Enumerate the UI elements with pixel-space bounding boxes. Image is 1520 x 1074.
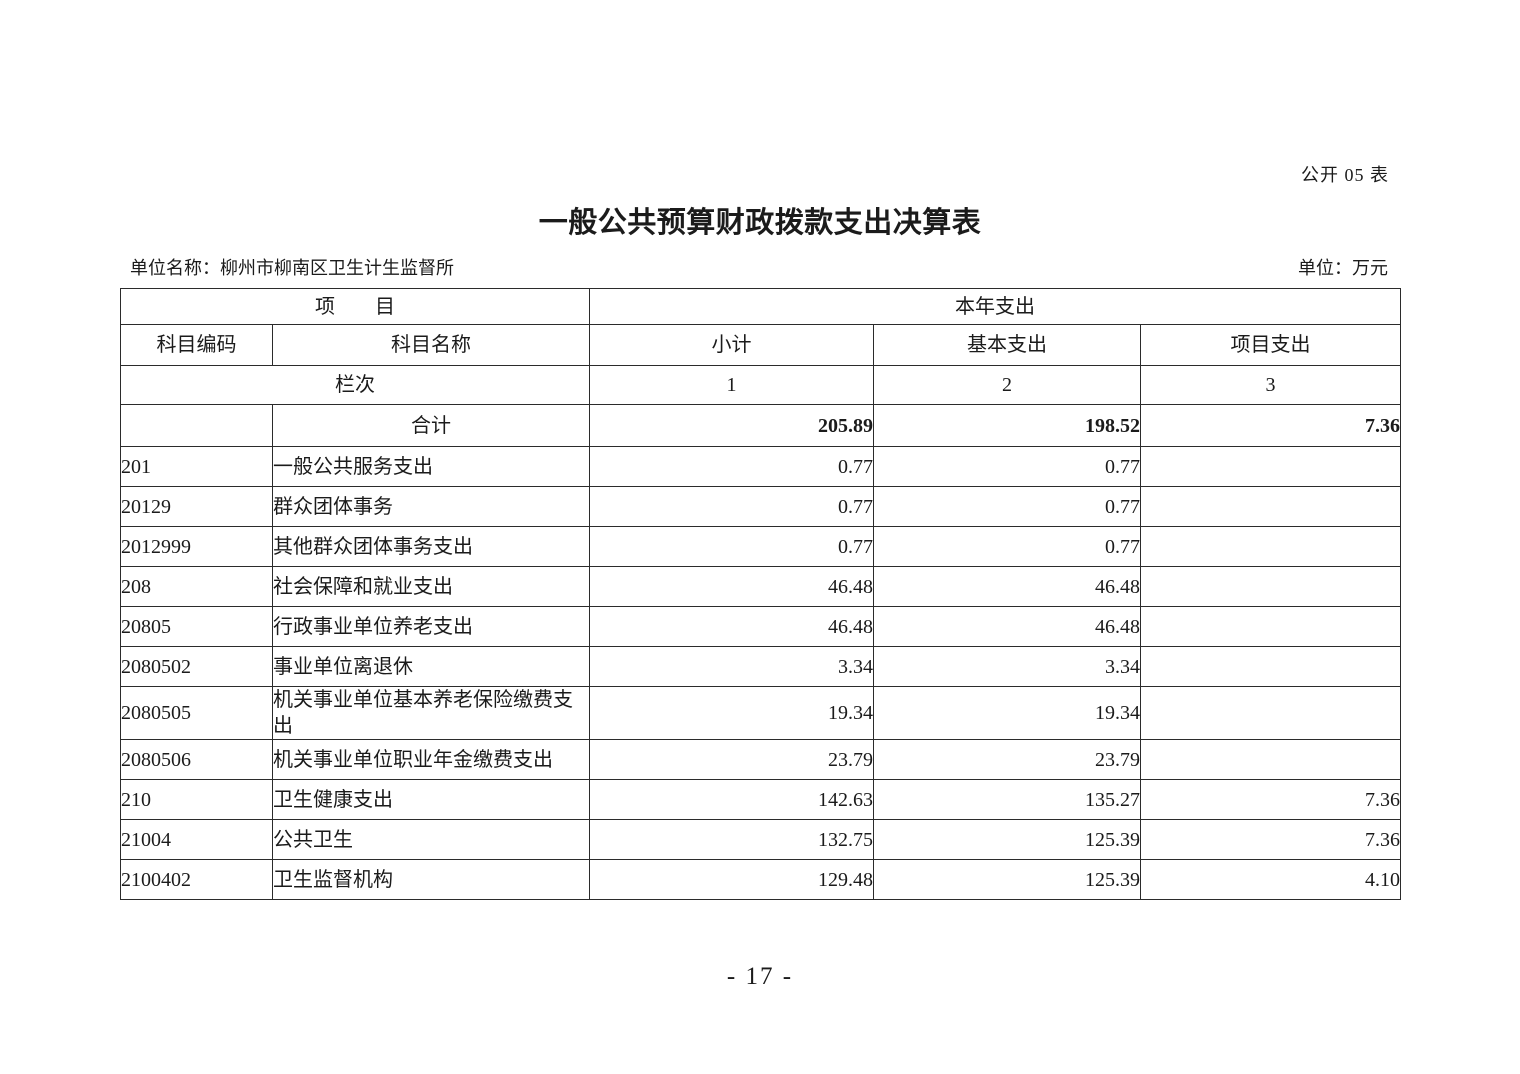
cell-subject-code: 21004 [120, 819, 273, 860]
cell-subject-name: 合计 [272, 404, 590, 447]
cell-subtotal: 23.79 [589, 739, 874, 780]
cell-basic-expenditure: 0.77 [873, 446, 1141, 487]
table-row: 210 卫生健康支出 142.63 135.27 7.36 [120, 779, 1401, 820]
cell-subtotal: 0.77 [589, 526, 874, 567]
cell-subject-code: 210 [120, 779, 273, 820]
header-col-index-1: 1 [589, 365, 874, 405]
page-number: - 17 - [726, 963, 794, 990]
header-col-index-2: 2 [873, 365, 1141, 405]
cell-subtotal: 3.34 [589, 646, 874, 687]
table-row: 20805 行政事业单位养老支出 46.48 46.48 [120, 606, 1401, 647]
cell-basic-expenditure: 198.52 [873, 404, 1141, 447]
header-project-expenditure: 项目支出 [1140, 324, 1401, 366]
cell-subject-code: 20129 [120, 486, 273, 527]
header-col-index-3: 3 [1140, 365, 1401, 405]
table-row: 2080502 事业单位离退休 3.34 3.34 [120, 646, 1401, 687]
header-columns-row: 科目编码 科目名称 小计 基本支出 项目支出 [120, 324, 1401, 366]
cell-subtotal: 46.48 [589, 566, 874, 607]
cell-project-expenditure: 4.10 [1140, 859, 1401, 900]
table-row: 2080505 机关事业单位基本养老保险缴费支出 19.34 19.34 [120, 686, 1401, 740]
header-item-group: 项 目 [120, 288, 590, 325]
header-basic-expenditure: 基本支出 [873, 324, 1141, 366]
header-subject-code: 科目编码 [120, 324, 273, 366]
table-row: 合计 205.89 198.52 7.36 [120, 404, 1401, 447]
cell-project-expenditure [1140, 486, 1401, 527]
cell-subject-name: 行政事业单位养老支出 [272, 606, 590, 647]
cell-project-expenditure [1140, 526, 1401, 567]
cell-subject-name: 卫生健康支出 [272, 779, 590, 820]
cell-project-expenditure: 7.36 [1140, 404, 1401, 447]
cell-project-expenditure [1140, 686, 1401, 740]
cell-basic-expenditure: 0.77 [873, 526, 1141, 567]
cell-project-expenditure [1140, 739, 1401, 780]
page-title: 一般公共预算财政拨款支出决算表 [538, 207, 982, 239]
cell-project-expenditure [1140, 566, 1401, 607]
header-group-row: 项 目 本年支出 [120, 288, 1401, 325]
table-row: 21004 公共卫生 132.75 125.39 7.36 [120, 819, 1401, 860]
table-row: 2012999 其他群众团体事务支出 0.77 0.77 [120, 526, 1401, 567]
cell-subject-name: 其他群众团体事务支出 [272, 526, 590, 567]
unit-name-label: 单位名称：柳州市柳南区卫生计生监督所 [130, 258, 454, 278]
cell-subtotal: 142.63 [589, 779, 874, 820]
cell-subtotal: 132.75 [589, 819, 874, 860]
cell-subject-code: 2080502 [120, 646, 273, 687]
table-row: 201 一般公共服务支出 0.77 0.77 [120, 446, 1401, 487]
table-row: 20129 群众团体事务 0.77 0.77 [120, 486, 1401, 527]
cell-basic-expenditure: 23.79 [873, 739, 1141, 780]
cell-project-expenditure: 7.36 [1140, 779, 1401, 820]
cell-project-expenditure [1140, 446, 1401, 487]
cell-subtotal: 46.48 [589, 606, 874, 647]
header-subtotal: 小计 [589, 324, 874, 366]
cell-basic-expenditure: 125.39 [873, 859, 1141, 900]
header-index-label: 栏次 [120, 365, 590, 405]
cell-subject-name: 群众团体事务 [272, 486, 590, 527]
cell-subtotal: 0.77 [589, 446, 874, 487]
table-header: 项 目 本年支出 科目编码 科目名称 小计 基本支出 项目支出 栏次 1 2 3 [120, 288, 1401, 405]
cell-subject-code: 201 [120, 446, 273, 487]
cell-project-expenditure: 7.36 [1140, 819, 1401, 860]
table-row: 2080506 机关事业单位职业年金缴费支出 23.79 23.79 [120, 739, 1401, 780]
cell-subject-name: 机关事业单位职业年金缴费支出 [272, 739, 590, 780]
header-year-expenditure-group: 本年支出 [589, 288, 1401, 325]
unit-measure-label: 单位：万元 [1298, 258, 1388, 278]
cell-subtotal: 0.77 [589, 486, 874, 527]
cell-subject-name: 公共卫生 [272, 819, 590, 860]
table-row: 2100402 卫生监督机构 129.48 125.39 4.10 [120, 859, 1401, 900]
cell-subject-name: 一般公共服务支出 [272, 446, 590, 487]
cell-basic-expenditure: 3.34 [873, 646, 1141, 687]
form-number-label: 公开 05 表 [1301, 165, 1389, 185]
cell-subtotal: 19.34 [589, 686, 874, 740]
cell-basic-expenditure: 19.34 [873, 686, 1141, 740]
cell-subject-name: 社会保障和就业支出 [272, 566, 590, 607]
cell-subtotal: 129.48 [589, 859, 874, 900]
expenditure-table: 项 目 本年支出 科目编码 科目名称 小计 基本支出 项目支出 栏次 1 2 3… [120, 288, 1401, 900]
cell-subject-code: 20805 [120, 606, 273, 647]
cell-subject-name: 机关事业单位基本养老保险缴费支出 [272, 686, 590, 740]
cell-subject-code: 2100402 [120, 859, 273, 900]
cell-subject-code: 2080505 [120, 686, 273, 740]
cell-subject-name: 卫生监督机构 [272, 859, 590, 900]
header-index-row: 栏次 1 2 3 [120, 365, 1401, 405]
cell-basic-expenditure: 125.39 [873, 819, 1141, 860]
cell-basic-expenditure: 46.48 [873, 606, 1141, 647]
cell-subtotal: 205.89 [589, 404, 874, 447]
cell-subject-code: 2012999 [120, 526, 273, 567]
cell-subject-code [120, 404, 273, 447]
table-body: 合计 205.89 198.52 7.36 201 一般公共服务支出 0.77 … [120, 404, 1401, 900]
cell-project-expenditure [1140, 606, 1401, 647]
meta-row: 单位名称：柳州市柳南区卫生计生监督所 单位：万元 [120, 254, 1400, 280]
cell-subject-code: 2080506 [120, 739, 273, 780]
header-subject-name: 科目名称 [272, 324, 590, 366]
cell-subject-name: 事业单位离退休 [272, 646, 590, 687]
cell-basic-expenditure: 0.77 [873, 486, 1141, 527]
cell-basic-expenditure: 135.27 [873, 779, 1141, 820]
cell-subject-code: 208 [120, 566, 273, 607]
cell-project-expenditure [1140, 646, 1401, 687]
cell-basic-expenditure: 46.48 [873, 566, 1141, 607]
table-row: 208 社会保障和就业支出 46.48 46.48 [120, 566, 1401, 607]
